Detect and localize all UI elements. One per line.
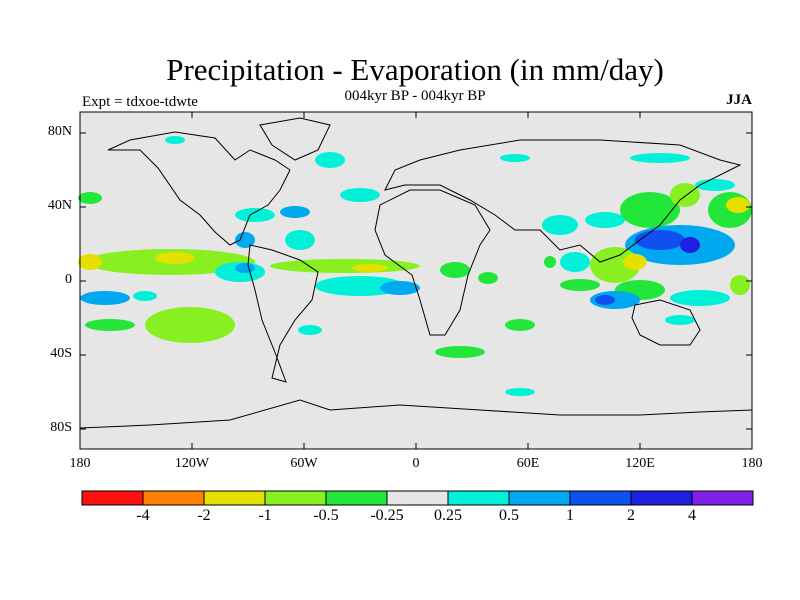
lat-label-0: 0 xyxy=(65,272,72,287)
colorbar-box xyxy=(569,490,632,506)
colorbar-box xyxy=(142,490,205,506)
lon-label-60w: 60W xyxy=(290,456,318,471)
pe-blob xyxy=(585,212,625,228)
pe-blob xyxy=(595,295,615,305)
pe-blob xyxy=(730,275,750,295)
pe-blob xyxy=(670,183,700,207)
coast-antarctica xyxy=(79,399,753,429)
colorbar-label: 4 xyxy=(688,507,696,524)
coast-africa xyxy=(374,189,491,336)
pe-blob xyxy=(165,136,185,144)
colorbar-label: -0.5 xyxy=(313,507,339,524)
lat-label-40s: 40S xyxy=(50,346,72,361)
pe-blob xyxy=(560,279,600,291)
pe-blob xyxy=(500,154,530,162)
coast-eurasia xyxy=(384,139,742,263)
coast-south-america xyxy=(247,244,319,383)
colorbar-label: -0.25 xyxy=(370,507,404,524)
pe-blob xyxy=(505,319,535,331)
lat-label-80n: 80N xyxy=(47,124,72,139)
colorbar-label: 2 xyxy=(627,507,635,524)
colorbar-label: 1 xyxy=(566,507,574,524)
pe-blob xyxy=(635,230,685,250)
pe-blob xyxy=(145,307,235,343)
colorbar-label: 0.25 xyxy=(434,507,462,524)
pe-blob xyxy=(435,346,485,358)
colorbar-label: -4 xyxy=(136,507,150,524)
colorbar-label: -1 xyxy=(258,507,272,524)
plot-subtitle: 004kyr BP - 004kyr BP xyxy=(344,88,486,104)
colorbar-box xyxy=(264,490,327,506)
lon-label-0: 0 xyxy=(412,456,420,471)
pe-blob xyxy=(235,208,275,222)
pe-blob xyxy=(315,152,345,168)
pe-blob xyxy=(235,232,255,248)
pe-blob xyxy=(133,291,157,301)
pe-blob xyxy=(78,192,102,204)
colorbar xyxy=(81,490,754,506)
pe-blob xyxy=(298,325,322,335)
pe-blob xyxy=(630,153,690,163)
coastlines xyxy=(79,117,753,429)
colorbar-label: -2 xyxy=(197,507,211,524)
axis-ticks xyxy=(80,112,752,449)
colorbar-label: 0.5 xyxy=(499,507,519,524)
colorbar-box xyxy=(447,490,510,506)
pe-blob xyxy=(235,263,255,273)
lat-label-40n: 40N xyxy=(47,198,72,213)
pe-blob xyxy=(80,291,130,305)
pe-blob xyxy=(665,315,695,325)
pe-blob xyxy=(670,290,730,306)
lon-label-180e: 180 xyxy=(741,456,763,471)
pe-blob xyxy=(726,197,750,213)
pe-blob xyxy=(285,230,315,250)
experiment-label: Expt = tdxoe-tdwte xyxy=(82,94,198,110)
lon-label-120w: 120W xyxy=(174,456,210,471)
pe-blob xyxy=(478,272,498,284)
pe-blob xyxy=(85,319,135,331)
pe-blob xyxy=(505,388,535,396)
pe-blob xyxy=(440,262,470,278)
pe-blob xyxy=(340,188,380,202)
colorbar-box xyxy=(630,490,693,506)
pe-blob xyxy=(78,254,102,270)
pe-blob xyxy=(380,281,420,295)
pe-blob xyxy=(623,254,647,270)
lon-label-180w: 180 xyxy=(69,456,91,471)
lon-label-120e: 120E xyxy=(625,456,655,471)
coast-australia xyxy=(631,299,701,346)
pe-blob xyxy=(542,215,578,235)
pe-blob xyxy=(352,264,388,272)
pe-blob xyxy=(155,252,195,264)
coast-north-america xyxy=(107,131,291,246)
coast-greenland xyxy=(259,117,331,161)
pe-blob xyxy=(544,256,556,268)
pe-blob xyxy=(560,252,590,272)
colorbar-box xyxy=(386,490,449,506)
colorbar-box xyxy=(508,490,571,506)
lon-label-60e: 60E xyxy=(516,456,540,471)
pe-field xyxy=(78,136,752,396)
colorbar-box xyxy=(325,490,388,506)
season-label: JJA xyxy=(726,92,752,108)
colorbar-box xyxy=(81,490,144,506)
plot-title: Precipitation - Evaporation (in mm/day) xyxy=(166,52,664,87)
colorbar-box xyxy=(691,490,754,506)
pe-blob xyxy=(680,237,700,253)
colorbar-box xyxy=(203,490,266,506)
lat-label-80s: 80S xyxy=(50,420,72,435)
pe-blob xyxy=(270,259,420,273)
pe-blob xyxy=(280,206,310,218)
